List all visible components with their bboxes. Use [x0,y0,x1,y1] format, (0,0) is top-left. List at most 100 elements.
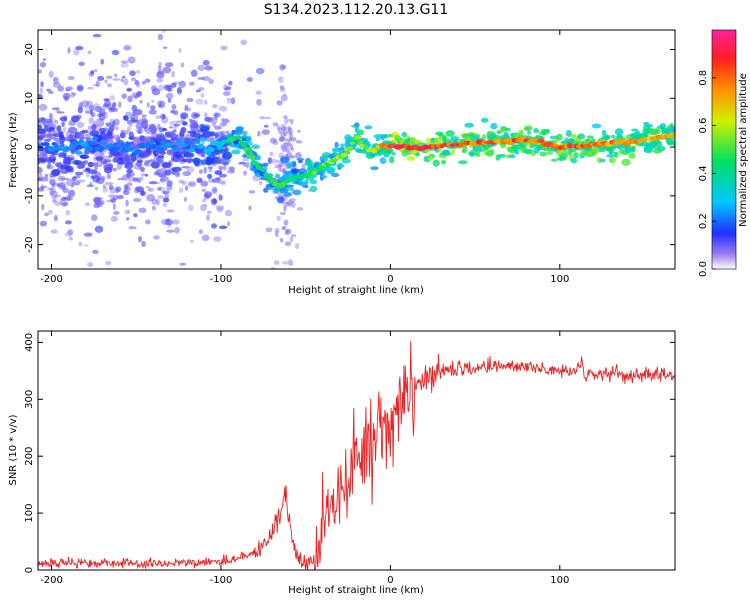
ridge-halo [126,169,133,173]
noise-speck [203,166,207,174]
colorbar-label: Normalized spectral amplitude [738,73,749,227]
ridge-halo [109,135,114,139]
ridge-halo [669,141,675,145]
noise-speck [115,126,119,131]
snr-xtick-label: 0 [387,575,393,586]
noise-speck [178,47,182,54]
noise-speck [121,93,127,99]
noise-speck [213,198,217,204]
noise-speck [173,126,177,131]
noise-speck [157,186,163,192]
noise-speck [211,122,217,127]
noise-speck [39,61,47,68]
ridge-halo [319,174,328,179]
noise-speck [203,112,208,118]
ridge-halo [441,160,447,165]
noise-speck [124,184,129,190]
ridge-halo [59,116,68,122]
ridge-halo [608,157,616,164]
snr-ylabel: SNR (10 * v/v) [8,414,19,485]
noise-speck [103,98,110,102]
ridge-halo [364,125,373,130]
noise-speck [182,171,191,177]
spectrogram-ylabel: Frequency (Hz) [8,112,19,188]
noise-speck [144,78,151,83]
noise-speck [211,198,217,204]
noise-speck [280,131,286,139]
noise-speck [51,107,59,111]
noise-speck [157,84,164,92]
ridge-core [74,150,83,155]
noise-speck [223,87,231,91]
ridge-core [248,154,256,160]
ridge-halo [309,179,318,185]
ridge-core [264,174,273,180]
noise-speck [137,177,142,184]
spectrogram-xtick-label: 100 [550,274,569,285]
ridge-halo [124,162,134,170]
noise-speck [209,136,214,142]
noise-speck [46,122,54,126]
ridge-core [241,142,247,148]
noise-speck [208,168,212,173]
ridge-halo [442,135,447,143]
noise-speck [278,136,284,142]
noise-speck [92,33,102,38]
noise-speck [117,195,124,200]
ridge-halo [506,154,511,159]
noise-speck [206,214,210,222]
ridge-core [172,147,181,152]
noise-speck [102,156,111,159]
noise-speck [87,50,92,55]
noise-speck [63,95,69,102]
ridge-halo [119,132,126,139]
noise-speck [129,70,136,76]
noise-speck [47,187,54,191]
noise-speck [279,85,285,90]
noise-speck [225,86,232,90]
noise-speck [173,123,180,127]
ridge-core [235,135,242,140]
noise-speck [120,63,129,68]
noise-speck [110,108,118,113]
noise-speck [109,95,115,101]
noise-speck [126,88,133,92]
ridge-halo [569,148,577,153]
ridge-halo [133,136,139,143]
ridge-halo [415,152,420,157]
noise-speck [284,230,289,236]
noise-speck [283,219,289,226]
ridge-halo [214,133,219,138]
noise-speck [110,198,116,204]
ridge-halo [292,160,297,168]
noise-speck [100,58,104,65]
noise-speck [139,117,148,124]
noise-speck [134,186,141,194]
noise-speck [128,226,137,230]
noise-speck [153,171,160,176]
noise-speck [133,94,139,100]
noise-speck [207,117,214,123]
noise-speck [214,125,222,130]
noise-speck [95,80,101,88]
noise-speck [126,181,133,186]
noise-speck [157,100,163,107]
noise-speck [136,91,142,98]
noise-speck [201,198,207,203]
noise-speck [161,190,170,195]
noise-speck [192,113,201,117]
noise-speck [257,130,261,137]
noise-speck [94,225,104,233]
noise-speck [151,99,155,103]
ridge-halo [462,146,468,153]
ridge-halo [292,189,302,196]
noise-speck [54,120,59,125]
noise-speck [39,176,49,182]
noise-speck [282,261,289,265]
ridge-core [671,132,675,139]
ridge-halo [600,158,606,163]
noise-speck [87,125,93,131]
noise-speck [220,182,227,185]
noise-speck [108,154,112,158]
noise-speck [259,180,263,186]
